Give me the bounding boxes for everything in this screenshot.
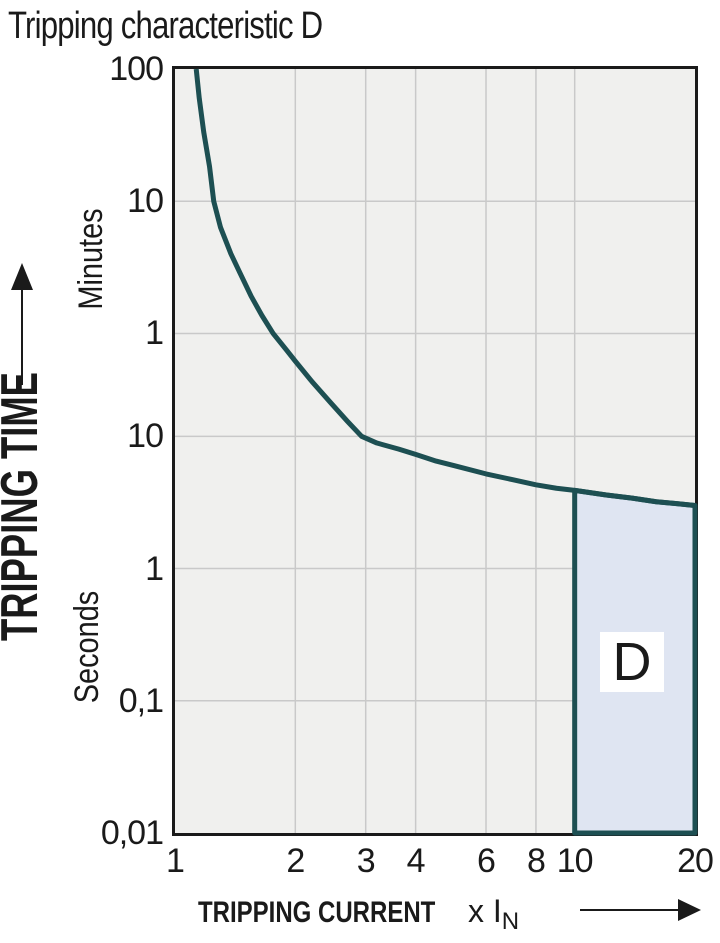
- x-tick-label: 3: [356, 842, 376, 880]
- y-tick-label: 0,1: [118, 681, 164, 720]
- y-tick-label: 100: [109, 50, 164, 88]
- y-tick-label: 10: [127, 182, 164, 221]
- x-axis-unit-subscript: N: [501, 908, 520, 935]
- y-tick-label: 1: [145, 314, 164, 353]
- plot-area: [172, 66, 698, 836]
- x-axis-unit-text: x I: [468, 893, 502, 929]
- y-tick-label: 10: [127, 417, 164, 456]
- x-tick-label: 20: [677, 842, 714, 880]
- x-axis-title: TRIPPING CURRENT: [198, 896, 436, 929]
- x-tick-label: 4: [406, 842, 426, 880]
- plot-svg: [175, 68, 698, 836]
- y-axis-title: TRIPPING TIME: [0, 372, 49, 641]
- right-arrow-icon: [580, 899, 701, 921]
- up-arrow-icon: [11, 263, 33, 385]
- x-tick-label: 8: [526, 842, 546, 880]
- x-axis-unit-label: x IN: [468, 893, 519, 936]
- x-tick-label: 10: [556, 842, 594, 880]
- chart-title: Tripping characteristic D: [8, 5, 323, 47]
- tripping-curve: [193, 68, 696, 508]
- x-tick-label: 1: [166, 842, 185, 880]
- y-tick-label: 1: [145, 549, 164, 588]
- y-tick-label: 0,01: [100, 814, 164, 852]
- x-tick-label: 6: [477, 842, 496, 880]
- x-tick-label: 2: [286, 842, 305, 880]
- region-d-label: D: [600, 632, 664, 692]
